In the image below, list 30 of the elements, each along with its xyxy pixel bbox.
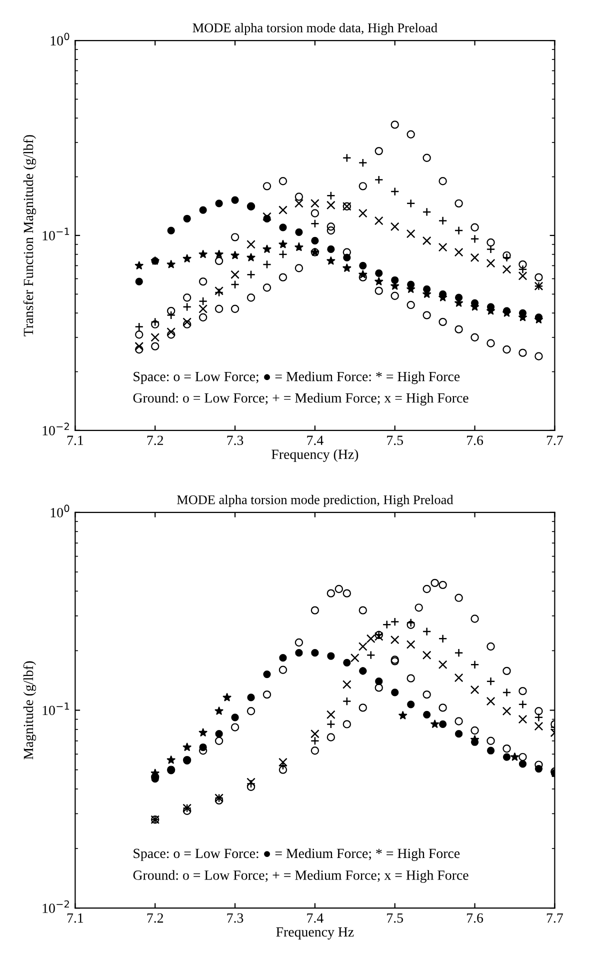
- x-tick-label: 7.1: [67, 913, 84, 923]
- x-tick-label: 7.4: [307, 913, 324, 923]
- x-tick-label: 7.7: [546, 436, 563, 446]
- x-tick-label: 7.2: [147, 436, 164, 446]
- x-axis-title: Frequency (Hz): [272, 449, 358, 462]
- x-tick-label: 7.5: [387, 436, 403, 446]
- x-axis-title: Frequency Hz: [276, 927, 354, 940]
- annotation: Space: o = Low Force: ● = Medium Force; * = High Force: [134, 848, 460, 861]
- annotation: Ground: o = Low Force; + = Medium Force; x = High Force: [133, 392, 468, 406]
- y-tick-label: 10$^{0}$: [50, 32, 70, 46]
- y-tick-label: 10$^{−1}$: [42, 228, 70, 240]
- chart-title: MODE alpha torsion mode prediction, High Preload: [176, 494, 454, 507]
- x-tick-label: 7.4: [307, 436, 324, 446]
- x-tick-label: 7.3: [227, 436, 244, 446]
- x-tick-label: 7.6: [467, 913, 484, 923]
- annotation: Space: o = Low Force; ● = Medium Force: * = High Force: [134, 371, 460, 384]
- chart-title: MODE alpha torsion mode data, High Preload: [192, 23, 438, 36]
- annotation: Ground: o = Low Force; + = Medium Force; x = High Force: [133, 870, 468, 883]
- y-tick-label: 10$^{−1}$: [42, 702, 70, 716]
- x-tick-label: 7.7: [546, 913, 563, 923]
- y-tick-label: 10$^{−2}$: [42, 422, 69, 436]
- x-tick-label: 7.6: [467, 436, 484, 446]
- x-tick-label: 7.3: [227, 913, 244, 923]
- x-tick-label: 7.1: [67, 436, 84, 446]
- y-axis-title: Transfer Function Magnitude (g/lbf): [23, 135, 36, 336]
- y-tick-label: 10$^{−2}$: [42, 900, 69, 914]
- x-tick-label: 7.2: [147, 913, 164, 923]
- y-axis-title: Magnitude (g/lbf): [23, 661, 36, 760]
- y-tick-label: 10$^{0}$: [50, 504, 70, 518]
- x-tick-label: 7.5: [387, 913, 403, 923]
